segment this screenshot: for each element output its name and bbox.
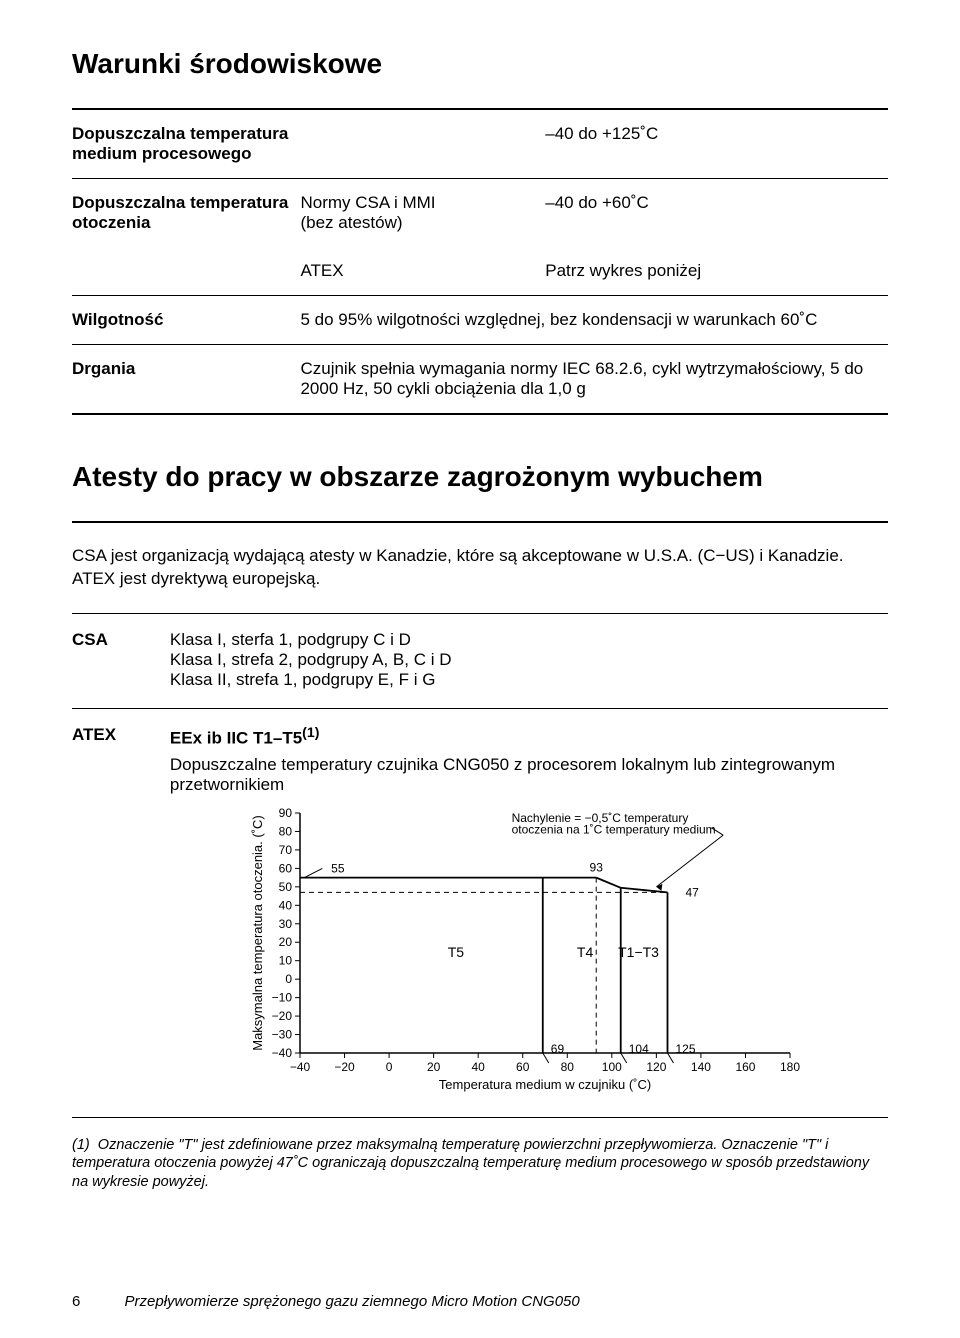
footer-title: Przepływomierze sprężonego gazu ziemnego…	[125, 1293, 580, 1310]
atex-desc: Dopuszczalne temperatury czujnika CNG050…	[170, 755, 880, 795]
svg-text:60: 60	[516, 1060, 530, 1074]
svg-text:−20: −20	[334, 1060, 355, 1074]
svg-text:40: 40	[471, 1060, 485, 1074]
svg-text:30: 30	[279, 916, 293, 930]
section2-heading: Atesty do pracy w obszarze zagrożonym wy…	[72, 461, 888, 493]
table-row: Dopuszczalna temperatura otoczenia Normy…	[72, 179, 888, 247]
svg-text:140: 140	[691, 1060, 711, 1074]
svg-text:T5: T5	[448, 944, 465, 960]
svg-text:−40: −40	[272, 1046, 293, 1060]
svg-text:93: 93	[589, 860, 603, 874]
spec-val: Czujnik spełnia wymagania normy IEC 68.2…	[300, 345, 888, 413]
svg-text:55: 55	[331, 861, 345, 875]
chart-svg: −40 −30 −20 −10 0 10 20 30 40 50 60 70 80 90 −40 −20 0 20…	[250, 803, 810, 1103]
svg-text:50: 50	[279, 879, 293, 893]
csa-block: CSA Klasa I, sterfa 1, podgrupy C i D Kl…	[72, 624, 888, 696]
svg-text:180: 180	[780, 1060, 800, 1074]
divider	[72, 613, 888, 614]
atex-content: EEx ib IIC T1–T5(1) Dopuszczalne tempera…	[170, 719, 888, 1109]
svg-text:90: 90	[279, 806, 293, 820]
divider	[72, 708, 888, 709]
divider	[72, 413, 888, 415]
spec-mid: ATEX	[300, 247, 545, 295]
atex-code: EEx ib IIC T1–T5	[170, 729, 302, 748]
spec-label: Dopuszczalna temperatura otoczenia	[72, 179, 300, 295]
divider	[72, 1117, 888, 1118]
spec-val: –40 do +125˚C	[545, 110, 888, 178]
svg-text:−20: −20	[272, 1009, 293, 1023]
footnote-num: (1)	[72, 1137, 90, 1153]
atex-label: ATEX	[72, 719, 170, 1109]
svg-text:−10: −10	[272, 990, 293, 1004]
svg-text:104: 104	[629, 1042, 649, 1056]
atex-chart: −40 −30 −20 −10 0 10 20 30 40 50 60 70 80 90 −40 −20 0 20…	[250, 803, 880, 1103]
csa-label: CSA	[72, 624, 170, 696]
spec-label: Dopuszczalna temperatura medium procesow…	[72, 110, 300, 178]
footnote: (1) Oznaczenie "T" jest zdefiniowane prz…	[72, 1136, 888, 1193]
svg-text:0: 0	[285, 972, 292, 986]
svg-text:Temperatura medium w czujniku: Temperatura medium w czujniku (˚C)	[439, 1077, 651, 1092]
svg-text:70: 70	[279, 842, 293, 856]
svg-text:69: 69	[551, 1042, 565, 1056]
atex-sup: (1)	[302, 725, 319, 741]
spec-val: Patrz wykres poniżej	[545, 247, 888, 295]
spec-label: Drgania	[72, 345, 300, 413]
spec-mid: Normy CSA i MMI (bez atestów)	[300, 179, 545, 247]
spec-val: –40 do +60˚C	[545, 179, 888, 247]
spec-label: Wilgotność	[72, 296, 300, 344]
csa-line: Klasa I, sterfa 1, podgrupy C i D	[170, 630, 880, 650]
svg-text:−40: −40	[290, 1060, 311, 1074]
csa-lines: Klasa I, sterfa 1, podgrupy C i D Klasa …	[170, 624, 888, 696]
svg-text:T1−T3: T1−T3	[618, 944, 659, 960]
svg-text:60: 60	[279, 861, 293, 875]
csa-line: Klasa II, strefa 1, podgrupy E, F i G	[170, 670, 880, 690]
divider	[72, 521, 888, 523]
svg-text:20: 20	[427, 1060, 441, 1074]
section2-intro: CSA jest organizacją wydającą atesty w K…	[72, 545, 888, 591]
svg-text:47: 47	[685, 885, 699, 899]
footnote-text: Oznaczenie "T" jest zdefiniowane przez m…	[72, 1137, 869, 1191]
svg-text:40: 40	[279, 898, 293, 912]
page-number: 6	[72, 1293, 80, 1310]
svg-text:0: 0	[386, 1060, 393, 1074]
spec-val: 5 do 95% wilgotności względnej, bez kond…	[300, 296, 888, 344]
svg-text:100: 100	[602, 1060, 622, 1074]
svg-text:−30: −30	[272, 1027, 293, 1041]
svg-text:10: 10	[279, 953, 293, 967]
svg-text:Maksymalna temperatura otoczen: Maksymalna temperatura otoczenia. (˚C)	[250, 815, 265, 1051]
svg-text:80: 80	[560, 1060, 574, 1074]
table-row: Wilgotność 5 do 95% wilgotności względne…	[72, 296, 888, 344]
svg-text:125: 125	[675, 1042, 695, 1056]
page-footer: 6 Przepływomierze sprężonego gazu ziemne…	[72, 1293, 888, 1310]
table-row: Dopuszczalna temperatura medium procesow…	[72, 110, 888, 178]
atex-block: ATEX EEx ib IIC T1–T5(1) Dopuszczalne te…	[72, 719, 888, 1109]
csa-line: Klasa I, strefa 2, podgrupy A, B, C i D	[170, 650, 880, 670]
svg-text:160: 160	[735, 1060, 755, 1074]
spec-table-1: Dopuszczalna temperatura medium procesow…	[72, 110, 888, 413]
svg-text:80: 80	[279, 824, 293, 838]
svg-text:T4: T4	[577, 944, 594, 960]
section1-heading: Warunki środowiskowe	[72, 48, 888, 80]
svg-text:otoczenia na 1˚C temperatury m: otoczenia na 1˚C temperatury medium	[511, 822, 715, 836]
svg-text:20: 20	[279, 935, 293, 949]
table-row: Drgania Czujnik spełnia wymagania normy …	[72, 345, 888, 413]
svg-text:120: 120	[646, 1060, 666, 1074]
spec-mid	[300, 110, 545, 178]
